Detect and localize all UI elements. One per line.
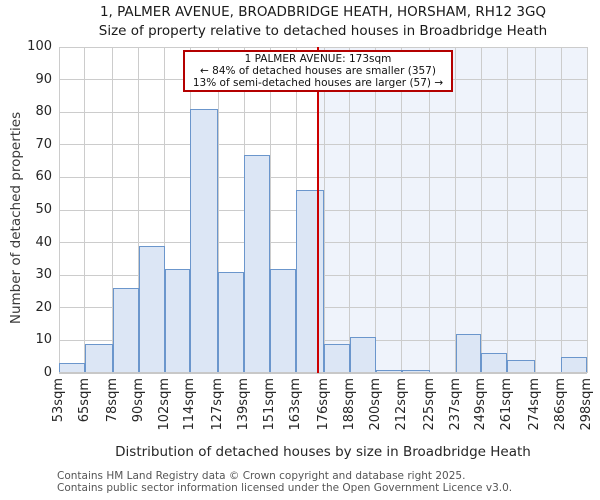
x-tick-label: 176sqm bbox=[316, 378, 332, 431]
property-size-marker-line bbox=[316, 47, 319, 373]
v-gridline bbox=[323, 47, 325, 373]
x-tick-label: 151sqm bbox=[262, 378, 278, 431]
v-gridline bbox=[429, 47, 431, 373]
x-axis-title: Distribution of detached houses by size … bbox=[115, 444, 531, 460]
v-gridline bbox=[455, 47, 457, 373]
chart-title: 1, PALMER AVENUE, BROADBRIDGE HEATH, HOR… bbox=[99, 4, 547, 20]
h-gridline bbox=[59, 111, 587, 113]
x-tick-label: 188sqm bbox=[341, 378, 357, 431]
chart-titles: 1, PALMER AVENUE, BROADBRIDGE HEATH, HOR… bbox=[59, 4, 587, 39]
histogram-bar bbox=[349, 337, 376, 373]
footer-line-2: Contains public sector information licen… bbox=[57, 481, 513, 494]
h-gridline bbox=[59, 176, 587, 178]
y-tick-label: 30 bbox=[35, 267, 52, 283]
h-gridline bbox=[59, 144, 587, 146]
x-tick-label: 225sqm bbox=[421, 378, 437, 431]
x-tick-label: 249sqm bbox=[473, 378, 489, 431]
x-axis-spine bbox=[59, 372, 587, 374]
footer-line-1: Contains HM Land Registry data © Crown c… bbox=[57, 470, 466, 482]
v-gridline bbox=[217, 47, 219, 373]
x-tick-label: 114sqm bbox=[182, 378, 198, 431]
x-tick-label: 139sqm bbox=[236, 378, 252, 431]
x-tick-label: 163sqm bbox=[288, 378, 304, 431]
y-tick-label: 80 bbox=[35, 104, 52, 120]
x-tick-label: 65sqm bbox=[76, 378, 92, 423]
histogram-bar bbox=[270, 268, 297, 373]
y-tick-label: 40 bbox=[35, 234, 52, 250]
y-tick-label: 10 bbox=[35, 332, 52, 348]
chart-subtitle: Size of property relative to detached ho… bbox=[98, 23, 548, 39]
histogram-bar bbox=[164, 268, 191, 373]
x-tick-label: 90sqm bbox=[130, 378, 146, 423]
histogram-bar bbox=[455, 333, 482, 373]
v-gridline bbox=[534, 47, 536, 373]
histogram-bar bbox=[112, 288, 139, 373]
histogram-bar bbox=[481, 353, 508, 373]
histogram-bar bbox=[84, 343, 113, 373]
v-gridline bbox=[375, 47, 377, 373]
y-tick-label: 70 bbox=[35, 136, 52, 152]
x-tick-label: 102sqm bbox=[156, 378, 172, 431]
v-gridline bbox=[269, 47, 271, 373]
v-gridline bbox=[401, 47, 403, 373]
x-tick-label: 286sqm bbox=[553, 378, 569, 431]
x-tick-label: 78sqm bbox=[104, 378, 120, 423]
y-tick-label: 60 bbox=[35, 169, 52, 185]
histogram-bar bbox=[218, 271, 245, 373]
histogram-bar bbox=[324, 343, 350, 373]
x-tick-label: 274sqm bbox=[527, 378, 543, 431]
x-tick-label: 53sqm bbox=[51, 378, 66, 423]
x-tick-label: 298sqm bbox=[579, 378, 594, 431]
y-tick-label: 90 bbox=[35, 71, 52, 87]
histogram-bar bbox=[296, 190, 325, 373]
v-gridline bbox=[164, 47, 166, 373]
v-gridline bbox=[560, 47, 562, 373]
v-gridline bbox=[480, 47, 482, 373]
v-gridline bbox=[138, 47, 140, 373]
v-gridline bbox=[506, 47, 508, 373]
y-tick-label: 20 bbox=[35, 299, 52, 315]
y-tick-label: 50 bbox=[35, 202, 52, 217]
x-tick-label: 212sqm bbox=[393, 378, 409, 431]
histogram-bar bbox=[138, 245, 165, 373]
histogram-bar bbox=[244, 154, 271, 373]
h-gridline bbox=[59, 46, 587, 48]
x-tick-label: 200sqm bbox=[367, 378, 383, 431]
annotation-line-address: 1 PALMER AVENUE: 173sqm bbox=[244, 53, 392, 65]
copyright-footer: Contains HM Land Registry data © Crown c… bbox=[57, 470, 513, 494]
v-gridline bbox=[349, 47, 351, 373]
histogram-bar bbox=[561, 356, 587, 373]
y-tick-label: 100 bbox=[27, 39, 52, 54]
histogram-bar bbox=[190, 108, 219, 373]
x-tick-label: 237sqm bbox=[447, 378, 463, 431]
annotation-line-smaller: ← 84% of detached houses are smaller (35… bbox=[200, 65, 436, 77]
v-gridline bbox=[58, 47, 60, 373]
v-gridline bbox=[84, 47, 86, 373]
annotation-line-larger: 13% of semi-detached houses are larger (… bbox=[192, 77, 444, 89]
v-gridline bbox=[586, 47, 588, 373]
v-gridline bbox=[112, 47, 114, 373]
plot-area bbox=[58, 46, 588, 374]
y-tick-label: 0 bbox=[43, 365, 52, 380]
x-tick-label: 127sqm bbox=[210, 378, 226, 431]
x-tick-label: 261sqm bbox=[499, 378, 515, 431]
marker-annotation-box: 1 PALMER AVENUE: 173sqm ← 84% of detache… bbox=[183, 50, 453, 92]
